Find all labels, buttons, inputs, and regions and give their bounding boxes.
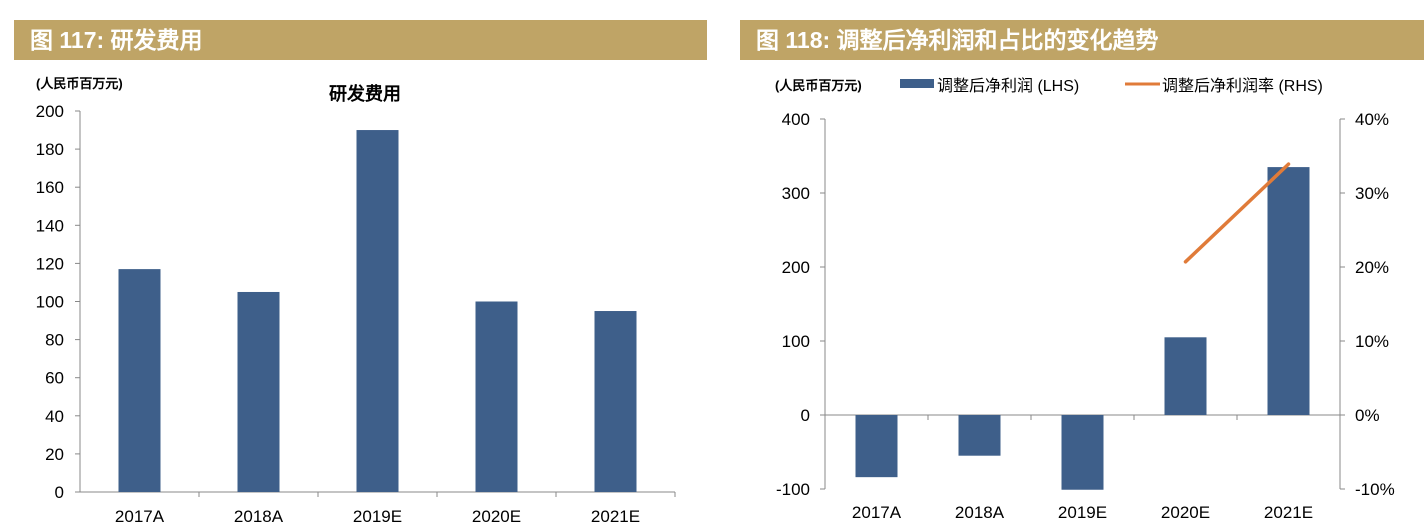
right-y-tick-label: -10% bbox=[1355, 480, 1395, 499]
x-tick-label: 2018A bbox=[234, 507, 284, 526]
unit-label: (人民币百万元) bbox=[775, 78, 862, 93]
left-y-tick-label: 0 bbox=[801, 406, 810, 425]
left-y-tick-label: 300 bbox=[782, 184, 810, 203]
left-y-tick-label: 100 bbox=[782, 332, 810, 351]
bar-2018A bbox=[958, 415, 1001, 456]
x-tick-label: 2017A bbox=[852, 503, 902, 522]
right-y-tick-label: 30% bbox=[1355, 184, 1389, 203]
legend-bar-swatch bbox=[900, 79, 934, 88]
x-tick-label: 2017A bbox=[115, 507, 165, 526]
bar-2017A bbox=[118, 269, 161, 492]
y-tick-label: 20 bbox=[45, 445, 64, 464]
x-tick-label: 2019E bbox=[353, 507, 402, 526]
bar-2018A bbox=[237, 291, 280, 492]
unit-label: (人民币百万元) bbox=[36, 76, 123, 91]
bar-2021E bbox=[594, 311, 637, 492]
right-y-tick-label: 0% bbox=[1355, 406, 1380, 425]
bar-2019E bbox=[356, 130, 399, 493]
x-tick-label: 2020E bbox=[472, 507, 521, 526]
y-tick-label: 100 bbox=[36, 293, 64, 312]
figure-118-header: 图 118: 调整后净利润和占比的变化趋势 bbox=[740, 20, 1424, 60]
x-tick-label: 2019E bbox=[1058, 503, 1107, 522]
left-y-tick-label: 400 bbox=[782, 110, 810, 129]
x-tick-label: 2020E bbox=[1161, 503, 1210, 522]
y-tick-label: 180 bbox=[36, 140, 64, 159]
bar-2020E bbox=[475, 301, 518, 492]
bar-2021E bbox=[1267, 167, 1310, 415]
left-y-tick-label: -100 bbox=[776, 480, 810, 499]
figure-117-header: 图 117: 研发费用 bbox=[14, 20, 707, 60]
y-tick-label: 200 bbox=[36, 102, 64, 121]
y-tick-label: 140 bbox=[36, 216, 64, 235]
legend-bar-label: 调整后净利润 (LHS) bbox=[937, 77, 1079, 95]
y-tick-label: 0 bbox=[55, 483, 64, 502]
y-tick-label: 160 bbox=[36, 178, 64, 197]
margin-line bbox=[1183, 162, 1291, 264]
x-tick-label: 2021E bbox=[1264, 503, 1313, 522]
y-tick-label: 60 bbox=[45, 369, 64, 388]
y-tick-label: 80 bbox=[45, 331, 64, 350]
bar-2017A bbox=[855, 415, 898, 478]
right-y-tick-label: 10% bbox=[1355, 332, 1389, 351]
x-tick-label: 2018A bbox=[955, 503, 1005, 522]
chart-title: 研发费用 bbox=[329, 83, 401, 104]
right-y-tick-label: 20% bbox=[1355, 258, 1389, 277]
left-y-tick-label: 200 bbox=[782, 258, 810, 277]
y-tick-label: 40 bbox=[45, 407, 64, 426]
y-tick-label: 120 bbox=[36, 254, 64, 273]
right-y-tick-label: 40% bbox=[1355, 110, 1389, 129]
bar-2019E bbox=[1061, 415, 1104, 490]
x-tick-label: 2021E bbox=[591, 507, 640, 526]
legend-line-label: 调整后净利润率 (RHS) bbox=[1162, 77, 1323, 95]
bar-2020E bbox=[1164, 337, 1207, 415]
